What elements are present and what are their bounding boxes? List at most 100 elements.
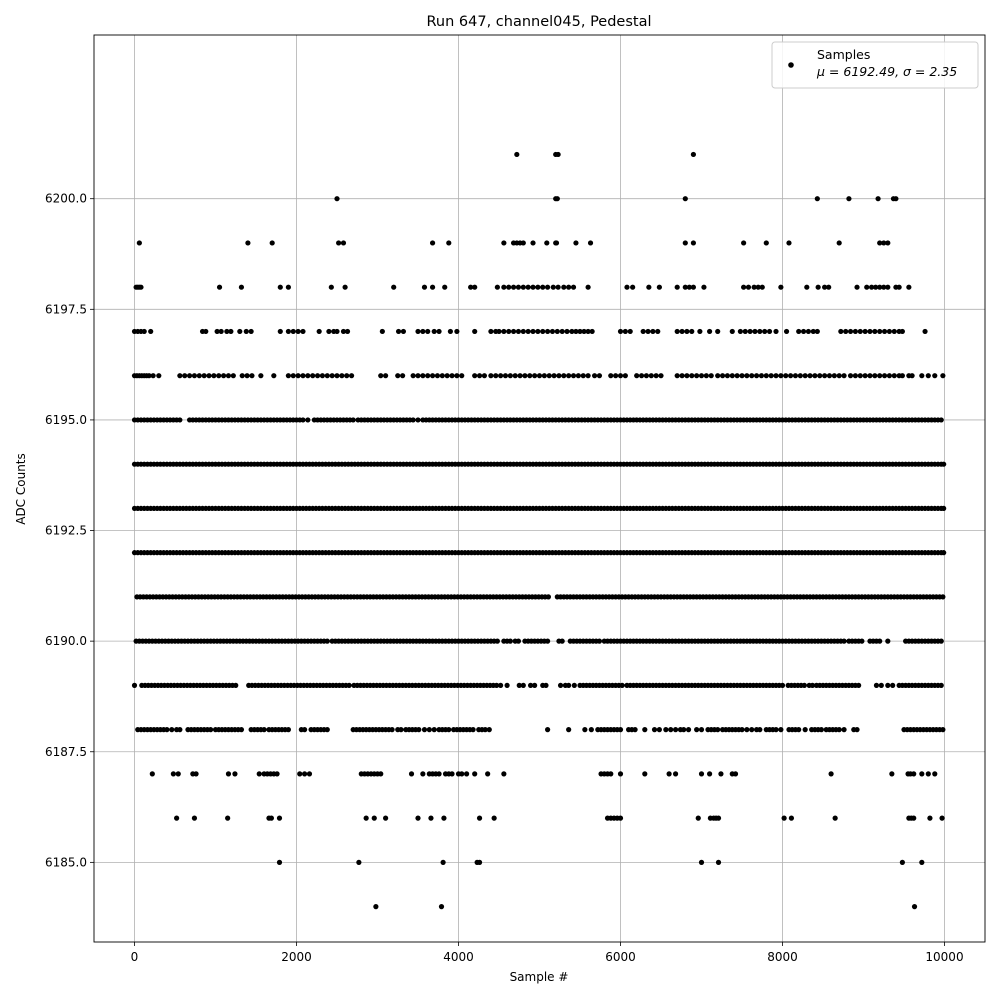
sample-point bbox=[797, 373, 803, 379]
sample-point bbox=[886, 328, 893, 335]
sample-point bbox=[300, 417, 306, 423]
sample-point bbox=[941, 461, 947, 467]
sample-point bbox=[225, 771, 232, 777]
sample-point bbox=[520, 240, 526, 246]
sample-point bbox=[927, 815, 933, 821]
sample-point bbox=[847, 373, 854, 379]
y-axis-label: ADC Counts bbox=[14, 453, 28, 525]
sample-point bbox=[230, 373, 236, 379]
sample-point bbox=[269, 240, 275, 246]
sample-point bbox=[472, 373, 478, 379]
sample-point bbox=[788, 373, 794, 379]
sample-point bbox=[545, 638, 551, 644]
sample-point bbox=[415, 417, 421, 423]
sample-point bbox=[344, 328, 351, 335]
sample-point bbox=[342, 284, 348, 290]
sample-point bbox=[690, 240, 697, 246]
sample-point bbox=[245, 240, 251, 246]
sample-point bbox=[555, 151, 561, 158]
sample-point bbox=[690, 284, 697, 290]
sample-point bbox=[698, 727, 705, 733]
sample-point bbox=[569, 328, 575, 335]
sample-point bbox=[617, 771, 624, 777]
x-tick-label: 6000 bbox=[605, 950, 636, 964]
sample-point bbox=[356, 859, 362, 865]
sample-point bbox=[436, 771, 442, 777]
sample-point bbox=[182, 373, 188, 379]
sample-point bbox=[515, 328, 522, 335]
sample-point bbox=[512, 373, 518, 379]
sample-point bbox=[694, 727, 700, 733]
sample-point bbox=[429, 373, 436, 379]
sample-point bbox=[522, 373, 528, 379]
sample-point bbox=[826, 373, 833, 379]
sample-point bbox=[674, 373, 680, 379]
sample-point bbox=[525, 284, 531, 290]
sample-point bbox=[608, 373, 614, 379]
sample-point bbox=[624, 284, 630, 290]
sample-point bbox=[441, 815, 447, 821]
sample-point bbox=[436, 328, 442, 335]
sample-point bbox=[447, 328, 453, 335]
sample-point bbox=[540, 284, 546, 290]
sample-point bbox=[527, 682, 534, 688]
sample-point bbox=[415, 328, 421, 335]
sample-point bbox=[378, 771, 384, 777]
sample-point bbox=[428, 815, 434, 821]
sample-point bbox=[239, 373, 245, 379]
sample-point bbox=[525, 328, 531, 335]
sample-point bbox=[779, 682, 786, 688]
sample-point bbox=[400, 373, 406, 379]
sample-point bbox=[841, 638, 847, 644]
sample-point bbox=[707, 771, 713, 777]
sample-point bbox=[530, 284, 536, 290]
sample-point bbox=[582, 727, 588, 733]
sample-point bbox=[221, 373, 227, 379]
sample-point bbox=[334, 328, 340, 335]
sample-point bbox=[783, 373, 789, 379]
sample-point bbox=[285, 373, 291, 379]
sample-point bbox=[885, 638, 891, 644]
y-tick-label: 6192.5 bbox=[45, 524, 87, 538]
sample-point bbox=[208, 727, 214, 733]
sample-point bbox=[885, 682, 891, 688]
sample-point bbox=[232, 771, 238, 777]
sample-point bbox=[763, 240, 769, 246]
sample-point bbox=[454, 328, 460, 335]
sample-point bbox=[305, 373, 311, 379]
sample-point bbox=[329, 373, 335, 379]
sample-point bbox=[940, 594, 946, 600]
sample-point bbox=[802, 727, 808, 733]
sample-point bbox=[248, 328, 254, 335]
sample-point bbox=[395, 328, 402, 335]
x-tick-label: 0 bbox=[131, 950, 139, 964]
sample-point bbox=[516, 682, 522, 688]
sample-point bbox=[146, 373, 152, 379]
sample-point bbox=[470, 727, 476, 733]
sample-point bbox=[701, 284, 707, 290]
sample-point bbox=[843, 328, 849, 335]
sample-point bbox=[408, 771, 415, 777]
sample-point bbox=[715, 727, 721, 733]
sample-point bbox=[627, 328, 633, 335]
sample-point bbox=[642, 771, 648, 777]
sample-point bbox=[454, 373, 460, 379]
sample-point bbox=[899, 328, 905, 335]
sample-point bbox=[504, 682, 510, 688]
sample-point bbox=[193, 771, 199, 777]
sample-point bbox=[899, 373, 905, 379]
sample-point bbox=[684, 328, 690, 335]
sample-point bbox=[663, 727, 669, 733]
sample-point bbox=[540, 328, 546, 335]
sample-point bbox=[510, 328, 517, 335]
sample-point bbox=[501, 284, 507, 290]
sample-point bbox=[553, 240, 560, 246]
sample-point bbox=[446, 240, 452, 246]
sample-point bbox=[363, 815, 369, 821]
sample-point bbox=[420, 328, 426, 335]
sample-point bbox=[822, 373, 828, 379]
sample-point bbox=[810, 328, 816, 335]
sample-point bbox=[828, 771, 834, 777]
legend-label: Samples bbox=[817, 47, 870, 62]
